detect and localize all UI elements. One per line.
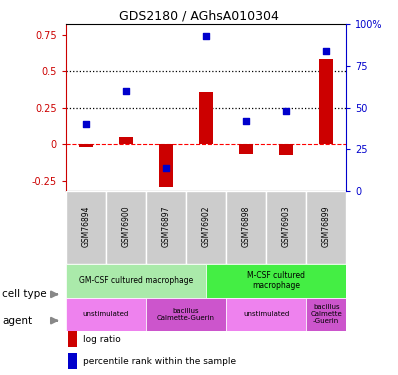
Bar [119,137,133,144]
Bar [226,297,306,332]
Point [243,118,249,124]
Point [82,121,89,127]
Point [323,48,330,54]
Point [203,33,209,39]
Text: GDS2180 / AGhsA010304: GDS2180 / AGhsA010304 [119,9,279,22]
Bar [68,332,77,347]
Point [163,165,169,171]
Bar [306,297,346,332]
Text: M-CSF cultured
macrophage: M-CSF cultured macrophage [247,271,305,290]
Text: cell type: cell type [2,290,47,299]
Text: bacillus
Calmette-Guerin: bacillus Calmette-Guerin [157,308,215,321]
Text: bacillus
Calmette
-Guerin: bacillus Calmette -Guerin [310,304,342,324]
Bar [239,144,253,154]
Text: GSM76894: GSM76894 [81,205,90,247]
Bar [266,191,306,264]
Point [123,88,129,94]
Text: GSM76903: GSM76903 [282,205,291,247]
Text: GM-CSF cultured macrophage: GM-CSF cultured macrophage [79,276,193,285]
Bar [319,59,333,144]
Text: GSM76897: GSM76897 [161,205,170,247]
Bar [66,297,146,332]
Bar [146,191,186,264]
Bar [79,144,93,147]
Bar [279,144,293,155]
Text: GSM76899: GSM76899 [322,205,331,247]
Bar [146,297,226,332]
Bar [159,144,173,187]
Text: unstimulated: unstimulated [83,312,129,318]
Point [283,108,289,114]
Bar [68,353,77,369]
Bar [306,191,346,264]
Text: GSM76900: GSM76900 [121,205,130,247]
Bar [66,191,106,264]
Bar [226,191,266,264]
Text: log ratio: log ratio [82,335,120,344]
Text: percentile rank within the sample: percentile rank within the sample [82,357,236,366]
Text: GSM76898: GSM76898 [242,205,251,246]
Bar [186,191,226,264]
Bar [206,264,346,297]
Bar [66,264,206,297]
Text: agent: agent [2,316,32,326]
Bar [106,191,146,264]
Text: GSM76902: GSM76902 [201,205,211,247]
Text: unstimulated: unstimulated [243,312,289,318]
Bar [199,92,213,144]
